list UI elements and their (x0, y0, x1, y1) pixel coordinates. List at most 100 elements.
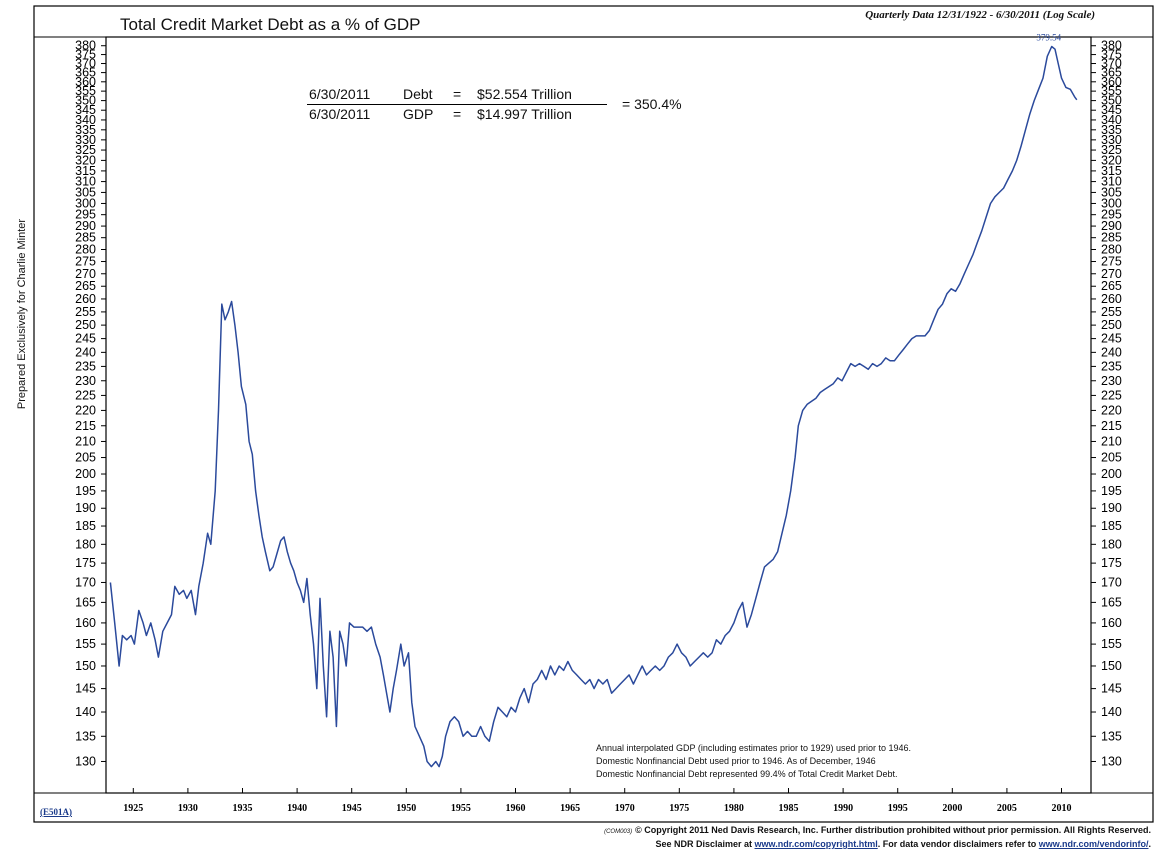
y-tick-label-left: 160 (75, 616, 96, 630)
x-tick-label: 2010 (1052, 803, 1072, 814)
gdp-date: 6/30/2011 (309, 106, 371, 122)
y-tick-label-left: 200 (75, 467, 96, 481)
gdp-equals: = (453, 106, 462, 122)
gdp-value: $14.997 Trillion (477, 106, 572, 122)
disclaimer-line: See NDR Disclaimer at www.ndr.com/copyri… (655, 839, 1151, 849)
y-tick-label-right: 255 (1101, 305, 1122, 319)
y-tick-label-right: 155 (1101, 637, 1122, 651)
y-tick-label-left: 165 (75, 595, 96, 609)
y-tick-label-left: 220 (75, 403, 96, 417)
gdp-label: GDP (403, 106, 434, 122)
series-line (109, 45, 1078, 768)
y-tick-label-right: 340 (1101, 113, 1122, 127)
y-tick-label-right: 175 (1101, 556, 1122, 570)
y-tick-label-left: 280 (75, 242, 96, 256)
y-tick-label-right: 150 (1101, 659, 1122, 673)
debt-label: Debt (403, 86, 433, 102)
x-tick-label: 1970 (615, 803, 635, 814)
y-tick-label-left: 365 (75, 66, 96, 80)
y-tick-label-right: 375 (1101, 48, 1122, 62)
y-tick-label-left: 245 (75, 332, 96, 346)
outer-frame (33, 5, 1154, 823)
y-tick-label-right: 220 (1101, 403, 1122, 417)
y-tick-label-right: 380 (1101, 39, 1122, 53)
y-tick-label-left: 250 (75, 318, 96, 332)
y-tick-label-left: 335 (75, 123, 96, 137)
y-tick-label-left: 140 (75, 705, 96, 719)
y-tick-label-left: 155 (75, 637, 96, 651)
x-tick-label: 2000 (942, 803, 962, 814)
debt-value: $52.554 Trillion (477, 86, 572, 102)
y-tick-label-right: 275 (1101, 255, 1122, 269)
chart-subtitle: Quarterly Data 12/31/1922 - 6/30/2011 (L… (865, 9, 1095, 21)
y-tick-label-left: 215 (75, 419, 96, 433)
y-tick-label-left: 290 (75, 219, 96, 233)
y-tick-label-right: 285 (1101, 231, 1122, 245)
y-tick-label-right: 205 (1101, 451, 1122, 465)
y-tick-label-left: 205 (75, 451, 96, 465)
y-tick-label-left: 265 (75, 279, 96, 293)
axes-layer: 130 130 135 135 140 140 145 145 150 150 155 155 160 1… (75, 39, 1122, 814)
copyright-line: (COM003) © Copyright 2011 Ned Davis Resea… (604, 825, 1151, 835)
y-tick-label-right: 225 (1101, 388, 1122, 402)
footer-tag: (COM003) (604, 829, 633, 835)
y-tick-label-right: 185 (1101, 519, 1122, 533)
y-tick-label-right: 355 (1101, 84, 1122, 98)
x-tick-label: 1935 (233, 803, 253, 814)
y-tick-label-left: 240 (75, 345, 96, 359)
y-tick-label-left: 345 (75, 103, 96, 117)
y-tick-label-left: 195 (75, 484, 96, 498)
y-tick-label-right: 165 (1101, 595, 1122, 609)
y-tick-label-right: 215 (1101, 419, 1122, 433)
y-tick-label-right: 270 (1101, 267, 1122, 281)
y-tick-label-left: 300 (75, 196, 96, 210)
y-tick-label-right: 160 (1101, 616, 1122, 630)
x-tick-label: 1995 (888, 803, 908, 814)
y-tick-label-right: 245 (1101, 332, 1122, 346)
y-tick-label-right: 300 (1101, 196, 1122, 210)
y-tick-label-right: 320 (1101, 153, 1122, 167)
y-tick-label-left: 180 (75, 537, 96, 551)
y-tick-label-right: 235 (1101, 359, 1122, 373)
y-tick-label-left: 185 (75, 519, 96, 533)
y-tick-label-left: 355 (75, 84, 96, 98)
y-tick-label-left: 340 (75, 113, 96, 127)
y-tick-label-right: 170 (1101, 575, 1122, 589)
x-tick-label: 1955 (451, 803, 471, 814)
y-tick-label-left: 235 (75, 359, 96, 373)
x-tick-label: 1925 (123, 803, 143, 814)
series-layer: 379.54 (109, 33, 1078, 768)
y-tick-label-right: 365 (1101, 66, 1122, 80)
note-line: Domestic Nonfinancial Debt represented 9… (596, 769, 898, 779)
x-tick-label: 1975 (669, 803, 689, 814)
y-tick-label-left: 190 (75, 501, 96, 515)
y-tick-label-right: 280 (1101, 242, 1122, 256)
chart-code-link[interactable]: (E501A) (40, 807, 72, 817)
y-tick-label-right: 130 (1101, 754, 1122, 768)
y-tick-label-right: 145 (1101, 682, 1122, 696)
y-tick-label-left: 170 (75, 575, 96, 589)
disclaimer-pre: See NDR Disclaimer at (655, 839, 753, 849)
prepared-for-label: Prepared Exclusively for Charlie Minter (16, 218, 28, 410)
y-tick-label-left: 330 (75, 133, 96, 147)
y-tick-label-left: 320 (75, 153, 96, 167)
y-tick-label-right: 135 (1101, 729, 1122, 743)
x-tick-label: 1990 (833, 803, 853, 814)
vendorinfo-link[interactable]: www.ndr.com/vendorinfo/ (1038, 839, 1149, 849)
y-tick-label-left: 225 (75, 388, 96, 402)
copyright-link[interactable]: www.ndr.com/copyright.html (754, 839, 878, 849)
x-tick-label: 2005 (997, 803, 1017, 814)
y-tick-label-left: 380 (75, 39, 96, 53)
y-tick-label-right: 305 (1101, 185, 1122, 199)
y-tick-label-left: 325 (75, 143, 96, 157)
y-tick-label-left: 370 (75, 57, 96, 71)
ratio-result: = 350.4% (622, 96, 682, 112)
copyright-text: © Copyright 2011 Ned Davis Research, Inc… (635, 825, 1151, 835)
y-tick-label-left: 360 (75, 75, 96, 89)
disclaimer-mid: . For data vendor disclaimers refer to (877, 839, 1037, 849)
y-tick-label-right: 265 (1101, 279, 1122, 293)
y-tick-label-left: 305 (75, 185, 96, 199)
chart-title: Total Credit Market Debt as a % of GDP (120, 15, 421, 34)
y-tick-label-right: 360 (1101, 75, 1122, 89)
